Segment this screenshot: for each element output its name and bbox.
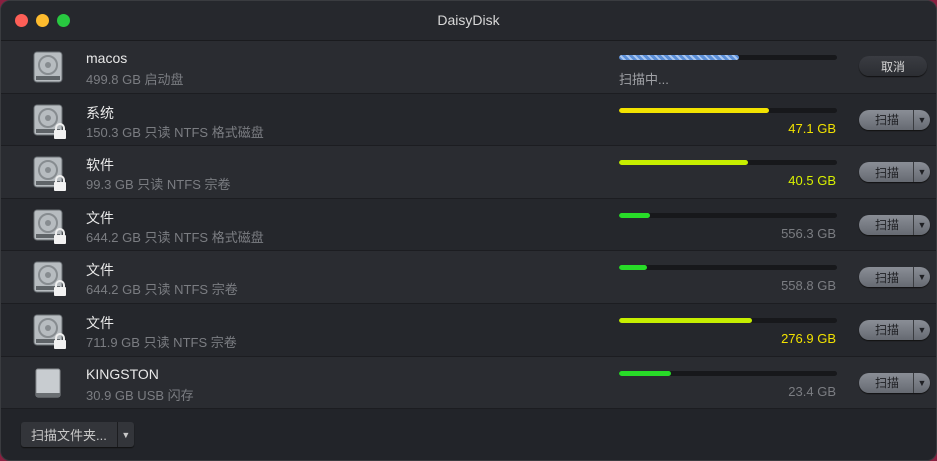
disk-info: 150.3 GB 只读 NTFS 格式磁盘 — [86, 124, 264, 140]
usage-bar — [619, 212, 837, 218]
disk-info: 499.8 GB 启动盘 — [86, 72, 184, 87]
usage-bar — [619, 370, 837, 376]
disk-info: 99.3 GB 只读 NTFS 宗卷 — [86, 177, 231, 193]
disk-name: KINGSTON — [86, 365, 159, 382]
usage-bar-fill — [619, 160, 748, 166]
scan-button[interactable]: 扫描 ▼ — [859, 109, 931, 130]
chevron-down-icon[interactable]: ▼ — [917, 324, 927, 335]
usb-drive-icon — [33, 366, 63, 400]
scan-label[interactable]: 扫描 — [859, 267, 915, 288]
hard-disk-icon — [33, 260, 66, 297]
usage-bar-fill — [619, 317, 752, 323]
scan-button[interactable]: 扫描 ▼ — [859, 162, 931, 183]
minimize-button[interactable] — [36, 14, 49, 27]
scan-label[interactable]: 扫描 — [859, 162, 915, 183]
scan-label[interactable]: 扫描 — [859, 372, 915, 393]
disk-info: 711.9 GB 只读 NTFS 宗卷 — [86, 334, 237, 350]
title-bar: DaisyDisk — [1, 1, 936, 41]
chevron-down-icon[interactable]: ▼ — [917, 272, 927, 283]
free-space: 23.4 GB — [788, 383, 836, 399]
chevron-down-icon[interactable]: ▼ — [917, 377, 927, 388]
free-space: 40.5 GB — [788, 173, 836, 189]
lock-icon — [54, 122, 66, 139]
disk-row[interactable]: KINGSTON 30.9 GB USB 闪存 23.4 GB 扫描 ▼ — [1, 356, 936, 410]
chevron-down-icon[interactable]: ▼ — [917, 114, 927, 125]
disk-name: macos — [86, 50, 128, 66]
disk-name: 文件 — [86, 314, 114, 331]
zoom-button[interactable] — [57, 14, 70, 27]
scan-folder-label[interactable]: 扫描文件夹... — [21, 422, 118, 447]
scan-label[interactable]: 扫描 — [859, 319, 915, 340]
usage-bar-fill — [619, 212, 650, 218]
scan-button[interactable]: 扫描 ▼ — [859, 267, 931, 288]
scan-label[interactable]: 扫描 — [859, 214, 915, 235]
lock-icon — [54, 332, 66, 349]
free-space: 558.8 GB — [781, 278, 836, 294]
disk-row[interactable]: 软件 99.3 GB 只读 NTFS 宗卷 40.5 GB 扫描 ▼ — [1, 146, 936, 199]
chevron-down-icon[interactable]: ▼ — [917, 167, 927, 178]
free-space: 556.3 GB — [781, 225, 836, 241]
disk-info: 644.2 GB 只读 NTFS 宗卷 — [86, 282, 238, 298]
disk-name: 系统 — [86, 104, 114, 121]
usage-bar — [619, 317, 837, 323]
hard-disk-icon — [33, 50, 63, 84]
chevron-down-icon[interactable]: ▼ — [121, 429, 131, 440]
disk-name: 文件 — [86, 209, 114, 226]
scan-status: 扫描中... — [619, 72, 669, 87]
hard-disk-icon — [33, 208, 66, 244]
disk-name: 文件 — [86, 262, 114, 279]
hard-disk-icon — [33, 313, 66, 349]
disk-info: 644.2 GB 只读 NTFS 格式磁盘 — [86, 229, 264, 245]
usage-bar — [619, 160, 837, 166]
free-space: 276.9 GB — [781, 330, 836, 346]
close-button[interactable] — [15, 14, 28, 27]
disk-row[interactable]: 系统 150.3 GB 只读 NTFS 格式磁盘 47.1 GB 扫描 ▼ — [1, 93, 936, 147]
cancel-label[interactable]: 取消 — [880, 59, 905, 74]
lock-icon — [54, 175, 66, 192]
usage-bar — [619, 55, 837, 60]
usage-bar-fill — [619, 55, 739, 60]
window-title: DaisyDisk — [437, 12, 500, 28]
scan-button[interactable]: 扫描 ▼ — [859, 214, 931, 235]
disk-row[interactable]: 文件 644.2 GB 只读 NTFS 宗卷 558.8 GB 扫描 ▼ — [1, 251, 936, 304]
disk-info: 30.9 GB USB 闪存 — [86, 387, 194, 403]
usage-bar — [619, 265, 837, 271]
hard-disk-icon — [33, 103, 66, 139]
usage-bar-fill — [619, 107, 770, 113]
disk-row[interactable]: macos 499.8 GB 启动盘 扫描中... 取消 — [1, 41, 936, 94]
scan-label[interactable]: 扫描 — [859, 109, 915, 130]
scan-button[interactable]: 扫描 ▼ — [859, 372, 931, 393]
usage-bar-fill — [619, 265, 648, 271]
chevron-down-icon[interactable]: ▼ — [917, 219, 927, 230]
lock-icon — [54, 227, 66, 244]
disk-list: macos 499.8 GB 启动盘 扫描中... 取消 系统 150.3 GB… — [1, 41, 936, 410]
usage-bar — [619, 107, 837, 113]
hard-disk-icon — [33, 155, 66, 192]
free-space: 47.1 GB — [788, 120, 836, 136]
disk-row[interactable]: 文件 711.9 GB 只读 NTFS 宗卷 276.9 GB 扫描 ▼ — [1, 303, 936, 357]
disk-name: 软件 — [86, 157, 114, 174]
lock-icon — [54, 280, 66, 297]
usage-bar-fill — [619, 370, 672, 376]
disk-row[interactable]: 文件 644.2 GB 只读 NTFS 格式磁盘 556.3 GB 扫描 ▼ — [1, 198, 936, 252]
scan-button[interactable]: 扫描 ▼ — [859, 319, 931, 340]
scan-folder-button[interactable]: 扫描文件夹... ▼ — [21, 422, 134, 447]
cancel-button[interactable]: 取消 — [859, 56, 927, 76]
